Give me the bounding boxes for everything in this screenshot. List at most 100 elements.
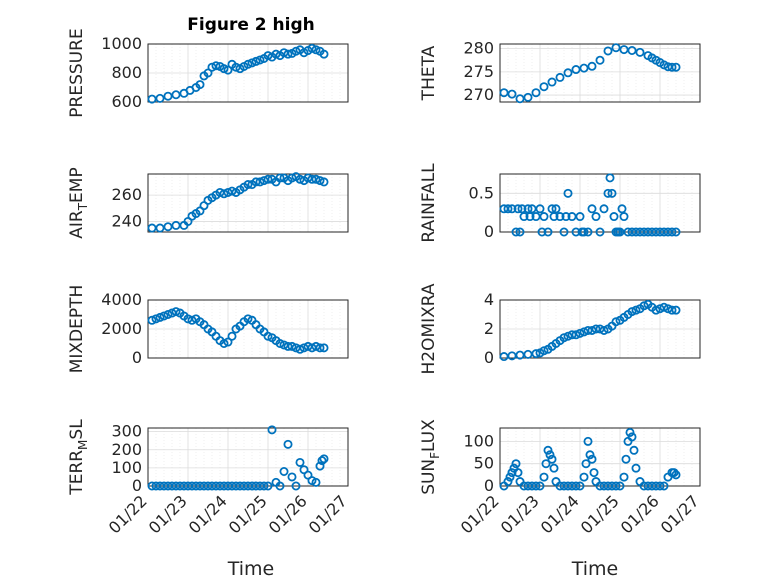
- data-point: [547, 77, 557, 87]
- data-point: [513, 468, 523, 478]
- data-point: [503, 204, 513, 214]
- x-axis-label-right: Time: [571, 558, 619, 580]
- data-point: [541, 459, 551, 469]
- y-axis-label: PRESSURE: [67, 28, 87, 117]
- data-point: [539, 82, 549, 92]
- y-tick-label: 0: [132, 476, 142, 495]
- y-axis-label: SUNFLUX: [419, 419, 442, 495]
- data-point: [243, 180, 253, 190]
- data-point: [551, 204, 561, 214]
- data-point: [155, 312, 165, 322]
- data-point: [283, 439, 293, 449]
- data-point: [259, 481, 269, 491]
- data-point: [669, 468, 679, 478]
- data-point: [275, 481, 285, 491]
- data-point: [583, 325, 593, 335]
- y-tick-label: 300: [111, 422, 142, 441]
- data-point: [155, 93, 165, 103]
- subplot-mixdepth: 0 2000 4000 MIXDEPTH: [67, 285, 349, 373]
- data-point: [591, 212, 601, 222]
- data-point: [587, 204, 597, 214]
- data-point: [671, 305, 681, 315]
- data-point: [319, 454, 329, 464]
- data-point: [295, 457, 305, 467]
- data-point: [259, 176, 269, 186]
- data-point: [251, 177, 261, 187]
- subplot-rainfall: 0 0.5 RAINFALL: [419, 163, 701, 243]
- y-tick-label: 0: [132, 348, 142, 367]
- data-point: [515, 94, 525, 104]
- data-point: [567, 330, 577, 340]
- subplot-theta: 270 275 280 THETA: [419, 39, 701, 104]
- data-point: [223, 65, 233, 75]
- data-point: [155, 223, 165, 233]
- data-point: [611, 317, 621, 327]
- data-point: [617, 204, 627, 214]
- data-point: [555, 212, 565, 222]
- subplot-airtemp: 240 260 AIRTEMP: [67, 167, 349, 239]
- data-point: [605, 173, 615, 183]
- data-point: [583, 227, 593, 237]
- data-point: [505, 472, 515, 482]
- data-point: [203, 68, 213, 78]
- data-point: [195, 80, 205, 90]
- data-point: [515, 227, 525, 237]
- data-point: [543, 445, 553, 455]
- y-tick-label: 240: [111, 211, 142, 230]
- axes-box: [147, 43, 349, 103]
- x-axis-label-left: Time: [227, 558, 275, 580]
- data-point: [263, 174, 273, 184]
- data-point: [563, 331, 573, 341]
- data-point: [667, 227, 677, 237]
- axes-box: [499, 43, 701, 103]
- axes-box: [499, 299, 701, 359]
- data-point: [513, 204, 523, 214]
- data-point: [667, 305, 677, 315]
- data-point: [219, 189, 229, 199]
- data-point: [275, 338, 285, 348]
- data-point: [255, 55, 265, 65]
- data-point: [619, 45, 629, 55]
- data-point: [279, 466, 289, 476]
- y-tick-label: 100: [463, 431, 494, 450]
- data-point: [625, 427, 635, 437]
- data-point: [561, 212, 571, 222]
- data-point: [587, 325, 597, 335]
- data-point: [583, 436, 593, 446]
- data-point: [507, 89, 517, 99]
- x-tick-label: 01/27: [657, 491, 703, 537]
- axes-box: [499, 427, 701, 487]
- data-point: [575, 212, 585, 222]
- y-tick-label: 200: [111, 440, 142, 459]
- data-point: [219, 64, 229, 74]
- y-tick-label: 260: [111, 185, 142, 204]
- axes-box: [147, 299, 349, 359]
- y-tick-label: 600: [111, 92, 142, 111]
- data-point: [187, 315, 197, 325]
- data-point: [171, 307, 181, 317]
- data-point: [563, 188, 573, 198]
- subplot-h2omixra: 0 2 4 H2OMIXRA: [419, 283, 701, 375]
- data-point: [627, 307, 637, 317]
- y-axis-label: H2OMIXRA: [419, 283, 439, 374]
- data-point: [291, 481, 301, 491]
- data-point: [283, 49, 293, 59]
- data-point: [535, 481, 545, 491]
- data-point: [619, 212, 629, 222]
- data-point: [539, 472, 549, 482]
- data-point: [627, 45, 637, 55]
- data-point: [319, 49, 329, 59]
- data-point: [311, 174, 321, 184]
- data-point: [223, 337, 233, 347]
- data-point: [615, 481, 625, 491]
- data-point: [263, 51, 273, 61]
- y-tick-label: 800: [111, 63, 142, 82]
- y-tick-label: 2: [484, 319, 494, 338]
- y-tick-label: 0: [484, 222, 494, 241]
- x-tick-label: 01/22: [105, 491, 151, 537]
- y-tick-label: 100: [111, 458, 142, 477]
- data-point: [575, 328, 585, 338]
- data-point: [589, 468, 599, 478]
